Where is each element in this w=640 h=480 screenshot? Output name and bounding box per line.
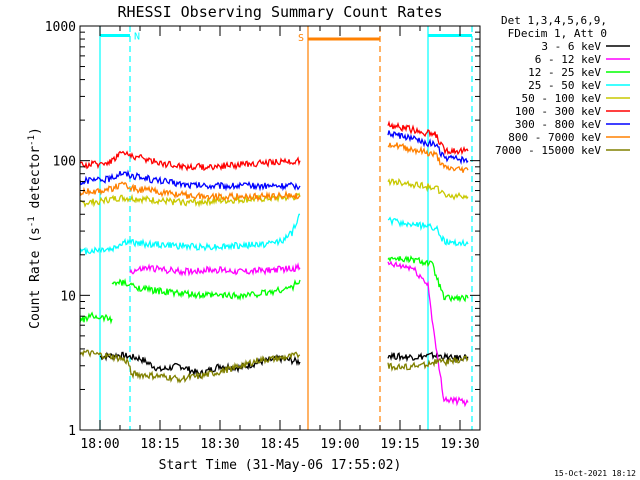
legend-label-4: 50 - 100 keV	[522, 92, 602, 105]
legend-header-1: FDecim 1, Att 0	[508, 27, 607, 40]
series-7-segment-0	[79, 181, 301, 203]
footer-timestamp: 15-Oct-2021 18:12	[554, 469, 636, 478]
series-8-segment-1	[387, 355, 469, 372]
mode-label-0: N	[134, 32, 140, 43]
legend-label-7: 800 - 7000 keV	[508, 131, 601, 144]
legend-label-2: 12 - 25 keV	[528, 66, 601, 79]
legend: Det 1,3,4,5,6,9,FDecim 1, Att 03 - 6 keV…	[495, 14, 630, 157]
series-5-segment-0	[79, 150, 301, 172]
series-6-segment-1	[387, 130, 469, 165]
legend-label-5: 100 - 300 keV	[515, 105, 601, 118]
series-2-segment-2	[387, 255, 469, 303]
y-axis-label-main: Count Rate (s	[28, 227, 43, 329]
series-6-segment-0	[79, 169, 301, 192]
legend-label-3: 25 - 50 keV	[528, 79, 601, 92]
series-0-segment-0	[99, 351, 301, 379]
series-0-segment-1	[387, 350, 469, 363]
y-axis-label-sup2: -1	[27, 135, 37, 146]
y-axis-label-end: )	[28, 127, 43, 135]
series-1-segment-1	[387, 260, 469, 408]
y-tick-label-2: 100	[53, 155, 76, 170]
axes: 1 10 100 1000 18:00 18:15 18:30 18:45 19:00 19:15…	[45, 20, 481, 452]
legend-label-0: 3 - 6 keV	[541, 40, 601, 53]
legend-label-1: 6 - 12 keV	[535, 53, 602, 66]
series-2-segment-1	[111, 278, 301, 301]
legend-label-8: 7000 - 15000 keV	[495, 144, 601, 157]
series-5-segment-1	[387, 120, 469, 156]
x-tick-label-1: 18:15	[140, 437, 179, 452]
y-tick-label-1: 10	[60, 289, 76, 304]
series-3-segment-1	[387, 216, 469, 247]
x-axis-label: Start Time (31-May-06 17:55:02)	[159, 458, 402, 473]
legend-header-0: Det 1,3,4,5,6,9,	[501, 14, 607, 27]
x-tick-label-6: 19:30	[440, 437, 479, 452]
y-axis-label: Count Rate (s-1 detector-1)	[27, 127, 43, 329]
plot-frame	[79, 25, 481, 431]
y-axis-label-mid: detector	[28, 146, 43, 217]
legend-label-6: 300 - 800 keV	[515, 118, 601, 131]
series-8-segment-0	[79, 349, 301, 384]
chart-title: RHESSI Observing Summary Count Rates	[117, 3, 442, 21]
series-2-segment-0	[79, 311, 113, 325]
y-axis-label-sup1: -1	[27, 216, 37, 227]
x-tick-label-2: 18:30	[200, 437, 239, 452]
series-3-segment-0	[79, 213, 301, 255]
series-1-segment-0	[129, 262, 301, 277]
x-tick-label-3: 18:45	[260, 437, 299, 452]
y-tick-label-3: 1000	[45, 20, 76, 35]
series-7-segment-1	[387, 142, 469, 173]
series-4-segment-0	[79, 192, 301, 208]
x-tick-label-5: 19:15	[380, 437, 419, 452]
x-tick-label-4: 19:00	[320, 437, 359, 452]
y-tick-label-0: 1	[68, 424, 76, 439]
mode-label-1: S	[298, 33, 304, 44]
series-4-segment-1	[387, 177, 469, 201]
x-tick-label-0: 18:00	[80, 437, 119, 452]
